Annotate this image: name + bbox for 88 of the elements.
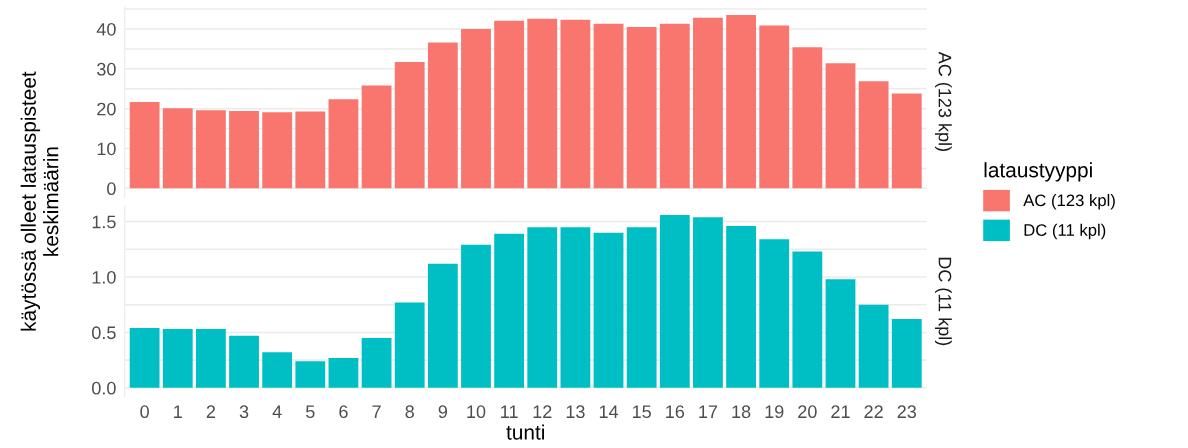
y-tick-label: 0.5	[92, 326, 116, 340]
x-axis-title: tunti	[506, 424, 544, 440]
bar	[361, 85, 392, 189]
bar	[461, 244, 491, 388]
y-tick-label: 0.0	[92, 381, 116, 395]
bar	[858, 304, 889, 388]
bar	[129, 327, 160, 388]
bar	[328, 357, 359, 388]
bar	[262, 112, 293, 189]
bar	[494, 20, 525, 189]
x-tick-label: 22	[864, 405, 883, 418]
bar	[295, 361, 326, 388]
y2-axis-title: DC (11 kpl)	[934, 257, 952, 346]
bar	[427, 42, 458, 189]
bar	[162, 108, 193, 189]
y-tick-label: 30	[97, 62, 116, 76]
bar	[759, 239, 790, 388]
bar	[195, 110, 226, 189]
bar	[858, 81, 889, 189]
bar	[560, 227, 591, 388]
x-tick-label: 10	[467, 405, 486, 419]
x-tick-label: 8	[405, 405, 414, 419]
bar	[195, 329, 226, 388]
bar	[825, 63, 856, 189]
bar	[129, 101, 160, 189]
bar	[659, 23, 690, 189]
x-tick-label: 18	[732, 405, 751, 419]
x-tick-label: 5	[306, 405, 315, 419]
bar	[229, 335, 259, 388]
x-tick-label: 6	[339, 405, 348, 419]
bar	[461, 29, 491, 189]
bar	[262, 352, 293, 388]
x-tick-label: 15	[633, 405, 651, 419]
bar	[295, 111, 326, 189]
x-tick-label: 4	[272, 405, 282, 418]
x-tick-label: 16	[666, 405, 685, 419]
bar	[361, 337, 392, 388]
bar	[659, 214, 690, 388]
legend-label: AC (123 kpl)	[1023, 193, 1115, 210]
bar	[328, 99, 359, 189]
x-tick-label: 9	[438, 405, 448, 419]
x-tick-label: 19	[765, 405, 784, 419]
x-tick-label: 7	[372, 405, 381, 418]
bar	[693, 17, 723, 189]
y-tick-label: 1.0	[92, 270, 116, 284]
bar	[162, 329, 193, 388]
bar	[891, 319, 922, 388]
x-tick-label: 17	[699, 405, 718, 418]
x-tick-label: 14	[599, 405, 619, 418]
legend-label: DC (11 kpl)	[1024, 223, 1106, 240]
y-tick-label: 0	[107, 182, 116, 196]
x-tick-label: 13	[566, 405, 585, 419]
bar	[593, 23, 624, 189]
bar	[825, 279, 856, 388]
y-axis-title: käytössä olleet latauspisteet keskimäärin	[20, 71, 59, 331]
x-tick-label: 21	[831, 405, 850, 418]
bar	[527, 227, 558, 388]
x-tick-label: 12	[533, 405, 552, 418]
x-tick-label: 2	[206, 405, 216, 418]
bar	[726, 15, 756, 189]
y2-axis-title: AC (123 kpl)	[934, 51, 952, 151]
bar	[494, 233, 525, 388]
y-tick-label: 40	[96, 22, 116, 36]
bar	[693, 217, 723, 388]
x-tick-label: 3	[239, 405, 249, 419]
bar	[229, 111, 259, 189]
x-tick-label: 20	[798, 405, 817, 419]
bar	[394, 302, 425, 388]
bar	[626, 227, 657, 388]
bar	[527, 18, 558, 189]
bar	[759, 25, 790, 189]
bar	[891, 93, 922, 189]
x-tick-label: 0	[140, 405, 149, 419]
x-tick-label: 1	[174, 405, 182, 418]
y-tick-label: 20	[97, 102, 116, 116]
bar	[626, 27, 657, 189]
bar	[427, 263, 458, 388]
bar	[394, 62, 425, 189]
y-tick-label: 1.5	[92, 215, 116, 229]
bar	[792, 251, 823, 388]
x-tick-label: 11	[501, 405, 518, 418]
bar	[593, 232, 624, 388]
y-tick-label: 10	[97, 142, 116, 156]
legend-title: lataustyyppi	[984, 162, 1092, 182]
bar	[792, 47, 823, 189]
bar	[726, 226, 756, 388]
x-tick-label: 23	[897, 405, 917, 419]
bar	[560, 19, 591, 189]
